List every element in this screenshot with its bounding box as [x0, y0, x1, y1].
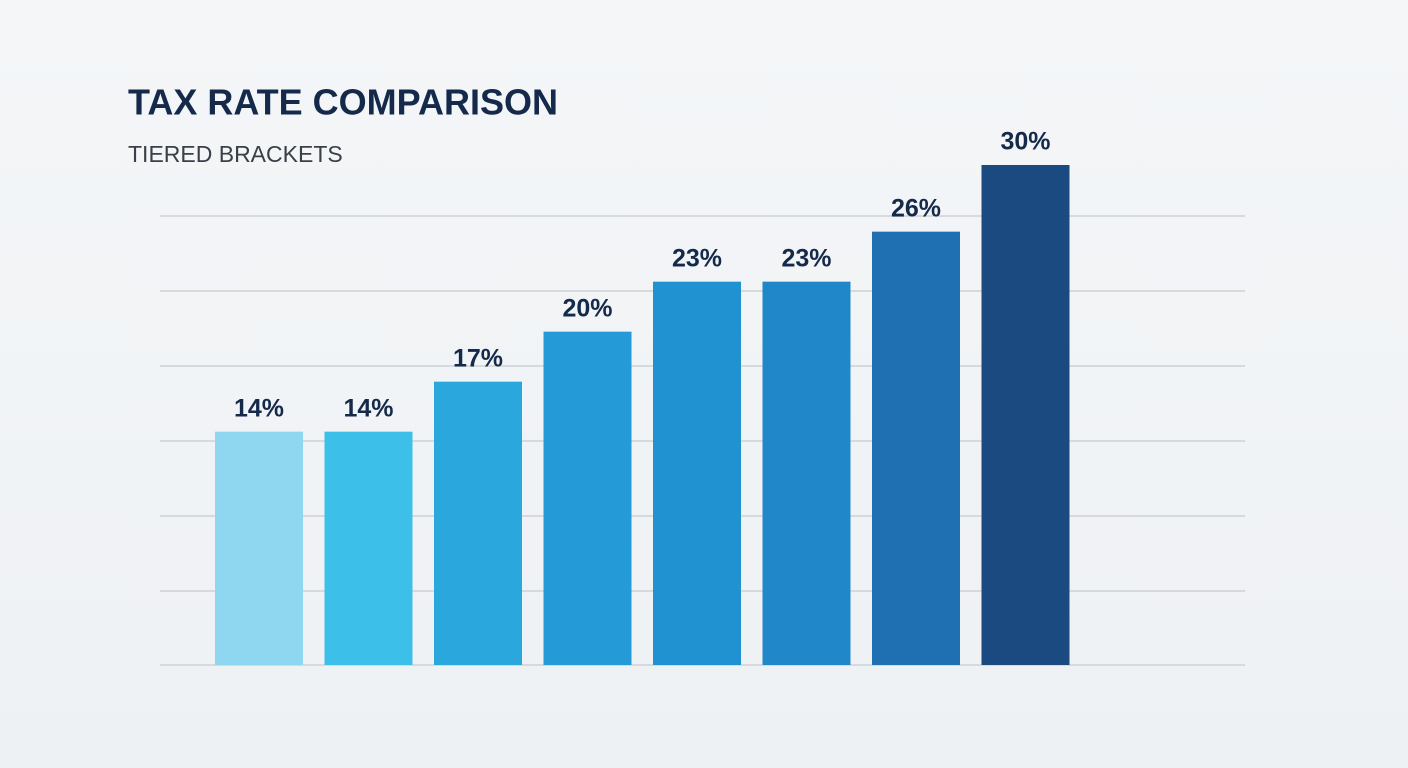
value-label: 26%: [891, 194, 941, 222]
bar: [215, 431, 303, 665]
bar: [872, 231, 960, 665]
bar: [434, 381, 522, 665]
value-label: 17%: [453, 344, 503, 372]
value-label: 23%: [781, 244, 831, 272]
bar: [653, 281, 741, 665]
value-label: 14%: [343, 394, 393, 422]
value-label: 14%: [234, 394, 284, 422]
value-label: 20%: [562, 294, 612, 322]
bar: [981, 165, 1070, 665]
value-label: 30%: [1000, 128, 1050, 156]
value-label: 23%: [672, 244, 722, 272]
bar: [543, 331, 632, 665]
bar: [324, 431, 413, 665]
chart-subtitle: TIERED BRACKETS: [128, 141, 343, 167]
bar: [762, 281, 851, 665]
chart-title: TAX RATE COMPARISON: [128, 82, 558, 123]
